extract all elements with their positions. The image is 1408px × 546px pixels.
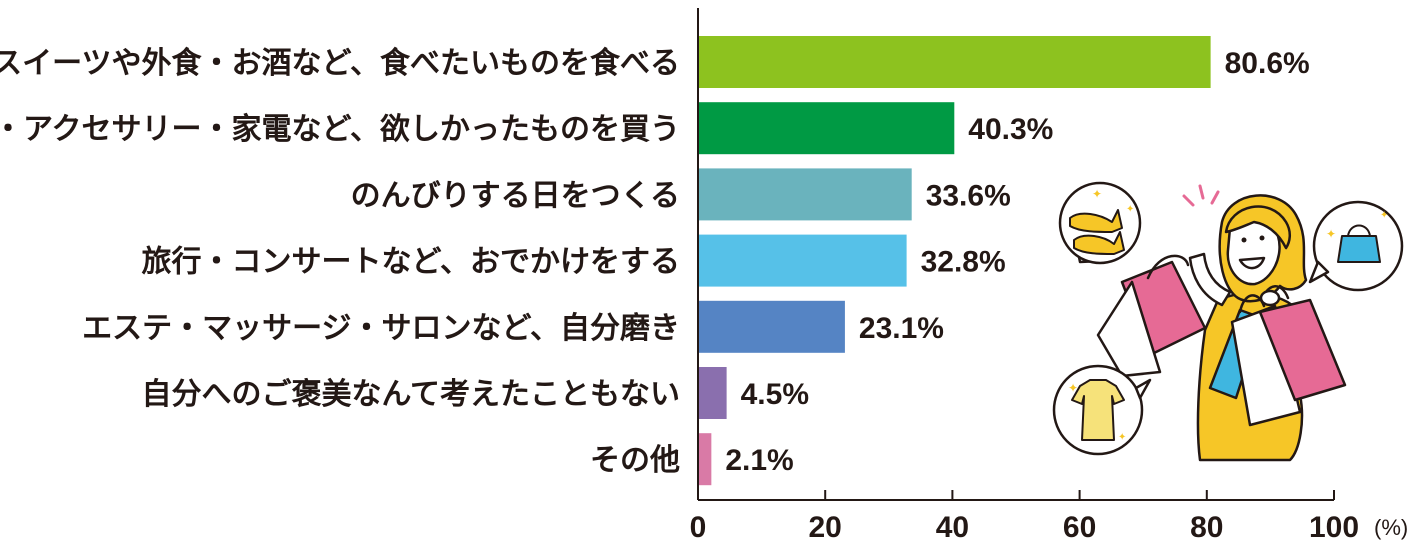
x-tick-label: 20: [809, 511, 842, 544]
pink-bag-right-icon: [1258, 298, 1347, 402]
value-label: 32.8%: [921, 246, 1006, 279]
category-label: その他: [590, 443, 680, 478]
bars-layer: スイーツや外食・お酒など、食べたいものを食べる 80.6% 服・アクセサリー・家電な…: [0, 36, 1310, 486]
x-tick-label: 80: [1190, 511, 1223, 544]
svg-text:✦: ✦: [1326, 227, 1336, 241]
blouse-bubble-icon: ✦ ✦: [1052, 364, 1152, 456]
shoes-bubble-icon: ✦ ✦: [1058, 181, 1142, 265]
x-tick-label: 100: [1309, 511, 1359, 544]
x-tick-label: 40: [936, 511, 969, 544]
category-label: のんびりする日をつくる: [351, 178, 680, 213]
svg-text:✦: ✦: [1092, 187, 1102, 201]
bar: [698, 168, 912, 221]
category-label: 自分へのご褒美なんて考えたこともない: [142, 377, 681, 412]
bar: [698, 300, 845, 353]
value-label: 4.5%: [741, 378, 809, 411]
bangs-icon: [1224, 205, 1291, 250]
white-bag-left-icon: [1096, 280, 1162, 378]
category-label: エステ・マッサージ・サロンなど、自分磨き: [82, 311, 680, 346]
svg-text:✦: ✦: [1380, 210, 1388, 221]
x-axis: 0 20 40 60 80 100 (%): [690, 8, 1408, 544]
x-unit-label: (%): [1374, 515, 1408, 540]
bar: [698, 433, 712, 486]
value-label: 33.6%: [926, 179, 1011, 212]
value-label: 23.1%: [859, 312, 944, 345]
x-tick-label: 60: [1063, 511, 1096, 544]
value-label: 40.3%: [968, 113, 1053, 146]
handbag-bubble-icon: ✦ ✦: [1308, 200, 1404, 292]
svg-text:✦: ✦: [1118, 432, 1126, 443]
bar: [698, 102, 955, 155]
category-label: スイーツや外食・お酒など、食べたいものを食べる: [0, 46, 680, 81]
x-tick-label: 0: [690, 511, 707, 544]
value-label: 2.1%: [725, 444, 793, 477]
value-label: 80.6%: [1225, 47, 1310, 80]
left-arm-icon: [1188, 252, 1232, 307]
svg-text:✦: ✦: [1068, 381, 1078, 395]
shopping-woman-illustration: ✦ ✦ ✦ ✦ ✦ ✦: [1052, 181, 1404, 462]
svg-text:✦: ✦: [1126, 204, 1134, 215]
category-label: 服・アクセサリー・家電など、欲しかったものを買う: [0, 112, 680, 147]
category-label: 旅行・コンサートなど、おでかけをする: [142, 245, 681, 280]
bar: [698, 36, 1211, 88]
excitement-lines-icon: [1182, 184, 1220, 207]
bar: [698, 367, 727, 419]
bar: [698, 234, 907, 287]
